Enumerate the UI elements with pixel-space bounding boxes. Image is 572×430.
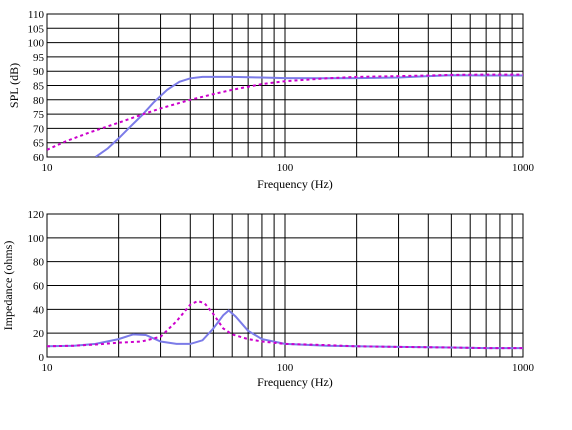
y-axis-label: SPL (dB) [7,63,21,108]
x-tick-label: 1000 [512,362,535,374]
y-tick-label: 100 [28,38,45,50]
y-tick-label: 0 [39,352,45,364]
y-tick-label: 75 [33,109,45,121]
y-tick-label: 60 [33,281,45,293]
y-tick-label: 120 [28,209,45,221]
x-tick-label: 100 [277,362,294,374]
chart-1: 60 65 70 75 80 85 90 95 100 105 110 10 100 1000 Freque… [7,9,535,191]
plot-frame [46,13,524,158]
x-tick-label: 1000 [512,162,535,174]
y-tick-label: 90 [33,66,45,78]
y-tick-label: 85 [33,81,45,93]
x-tick-label: 10 [42,362,54,374]
y-tick-label: 60 [33,152,45,164]
y-tick-label: 105 [28,23,45,35]
y-tick-label: 65 [33,138,45,150]
plot-frame [46,213,524,358]
y-tick-label: 100 [28,233,45,245]
y-tick-label: 40 [33,304,45,316]
y-tick-label: 80 [33,95,45,107]
y-tick-label: 80 [33,257,45,269]
y-tick-label: 95 [33,52,45,64]
series-line-2 [47,73,523,151]
x-axis-label: Frequency (Hz) [257,177,333,191]
y-tick-label: 70 [33,123,45,135]
series-line-2 [47,299,523,350]
x-tick-label: 100 [277,162,294,174]
chart-2: 0 20 40 60 80 100 120 10 100 1000 Frequency (Hz) Im… [1,209,535,389]
x-tick-label: 10 [42,162,54,174]
y-tick-label: 110 [28,9,45,21]
x-axis-label: Frequency (Hz) [257,375,333,389]
series-line-1 [95,74,523,157]
y-tick-label: 20 [33,328,45,340]
y-axis-label: Impedance (ohms) [1,241,15,331]
